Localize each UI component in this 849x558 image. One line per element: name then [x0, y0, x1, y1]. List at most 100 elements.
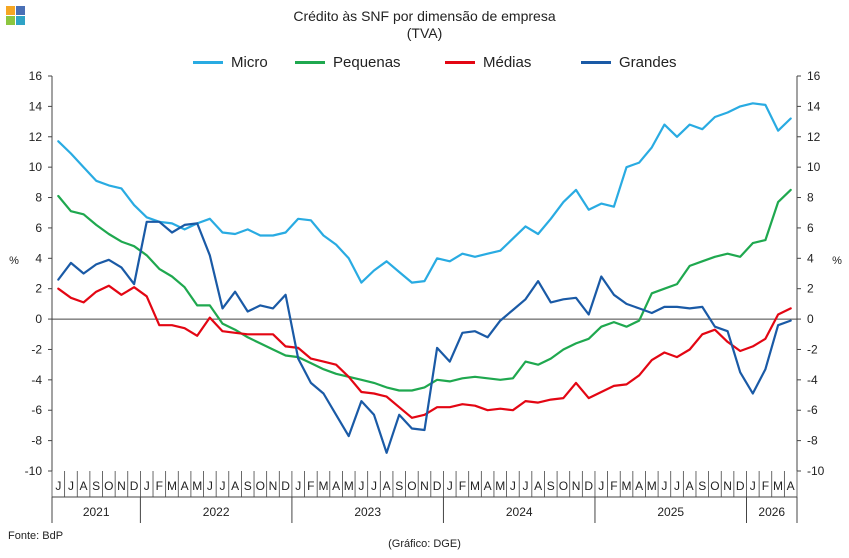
month-label: M — [192, 479, 202, 493]
month-label: O — [559, 479, 568, 493]
y-tick-label-left: 6 — [35, 221, 42, 235]
month-label: F — [459, 479, 466, 493]
y-tick-label-right: 6 — [807, 221, 814, 235]
month-label: J — [750, 479, 756, 493]
y-tick-label-right: -10 — [807, 464, 825, 478]
month-label: S — [395, 479, 403, 493]
month-label: A — [686, 479, 694, 493]
month-label: S — [698, 479, 706, 493]
month-label: A — [332, 479, 340, 493]
y-tick-label-right: -8 — [807, 434, 818, 448]
month-label: A — [383, 479, 391, 493]
month-label: J — [523, 479, 529, 493]
legend-label-micro: Micro — [231, 53, 268, 71]
month-label: A — [484, 479, 492, 493]
logo-square-1 — [6, 6, 15, 15]
month-label: A — [534, 479, 542, 493]
month-label: D — [584, 479, 593, 493]
month-label: J — [55, 479, 61, 493]
month-label: N — [723, 479, 732, 493]
month-label: J — [295, 479, 301, 493]
month-label: S — [547, 479, 555, 493]
legend-label-pequenas: Pequenas — [333, 53, 401, 71]
month-label: J — [598, 479, 604, 493]
legend-item-grandes: Grandes — [581, 52, 677, 72]
year-label-2024: 2024 — [506, 505, 533, 519]
month-label: F — [307, 479, 314, 493]
month-label: J — [358, 479, 364, 493]
month-label: A — [787, 479, 795, 493]
month-label: A — [231, 479, 239, 493]
legend-swatch-grandes — [581, 60, 611, 64]
month-label: D — [130, 479, 139, 493]
y-tick-label-left: -6 — [31, 403, 42, 417]
y-tick-label-right: 0 — [807, 312, 814, 326]
month-label: M — [470, 479, 480, 493]
month-label: F — [610, 479, 617, 493]
y-tick-label-left: -8 — [31, 434, 42, 448]
series-line-grandes — [57, 220, 792, 454]
month-label: J — [447, 479, 453, 493]
month-label: M — [344, 479, 354, 493]
y-tick-label-right: 12 — [807, 130, 821, 144]
legend-item-pequenas: Pequenas — [295, 52, 401, 72]
y-tick-label-right: 8 — [807, 191, 814, 205]
month-label: S — [244, 479, 252, 493]
chart-title-line2: (TVA) — [406, 25, 443, 41]
y-tick-label-left: 0 — [35, 312, 42, 326]
logo-square-4 — [16, 16, 25, 25]
y-tick-label-left: 10 — [29, 160, 43, 174]
month-label: F — [156, 479, 163, 493]
month-label: N — [269, 479, 278, 493]
logo-square-3 — [6, 16, 15, 25]
legend-label-grandes: Grandes — [619, 53, 677, 71]
y-tick-label-left: 8 — [35, 191, 42, 205]
month-label: S — [92, 479, 100, 493]
legend-swatch-micro — [193, 60, 223, 64]
month-label: D — [736, 479, 745, 493]
month-label: M — [773, 479, 783, 493]
series-line-micro — [57, 102, 792, 284]
month-label: A — [80, 479, 88, 493]
legend: Micro Pequenas Médias Grandes — [0, 52, 849, 72]
month-label: M — [167, 479, 177, 493]
year-label-2023: 2023 — [354, 505, 381, 519]
year-label-2021: 2021 — [83, 505, 110, 519]
y-tick-label-right: -6 — [807, 403, 818, 417]
month-label: O — [407, 479, 416, 493]
month-label: M — [622, 479, 632, 493]
y-unit-label-left: % — [9, 255, 19, 267]
y-tick-label-right: 10 — [807, 160, 821, 174]
y-tick-label-right: -4 — [807, 373, 818, 387]
month-label: M — [647, 479, 657, 493]
chart-title-line1: Crédito às SNF por dimensão de empresa — [293, 8, 556, 24]
y-tick-label-left: -10 — [25, 464, 43, 478]
legend-label-medias: Médias — [483, 53, 532, 71]
month-label: D — [281, 479, 290, 493]
month-label: F — [762, 479, 769, 493]
chart-title: Crédito às SNF por dimensão de empresa (… — [0, 8, 849, 42]
legend-item-micro: Micro — [193, 52, 268, 72]
month-label: O — [104, 479, 113, 493]
y-tick-label-left: 14 — [29, 99, 43, 113]
logo-square-2 — [16, 6, 25, 15]
y-tick-label-left: -4 — [31, 373, 42, 387]
month-label: J — [674, 479, 680, 493]
month-label: O — [710, 479, 719, 493]
month-label: D — [433, 479, 442, 493]
month-label: J — [371, 479, 377, 493]
year-label-2025: 2025 — [657, 505, 684, 519]
y-tick-label-right: -2 — [807, 342, 818, 356]
series-line-medias — [57, 284, 792, 419]
month-label: J — [510, 479, 516, 493]
month-label: M — [318, 479, 328, 493]
month-label: J — [661, 479, 667, 493]
month-label: N — [572, 479, 581, 493]
month-label: J — [219, 479, 225, 493]
y-tick-label-left: -2 — [31, 342, 42, 356]
y-tick-label-right: 14 — [807, 99, 821, 113]
dge-logo — [6, 6, 26, 26]
month-label: J — [68, 479, 74, 493]
credit-note: (Gráfico: DGE) — [388, 538, 461, 550]
